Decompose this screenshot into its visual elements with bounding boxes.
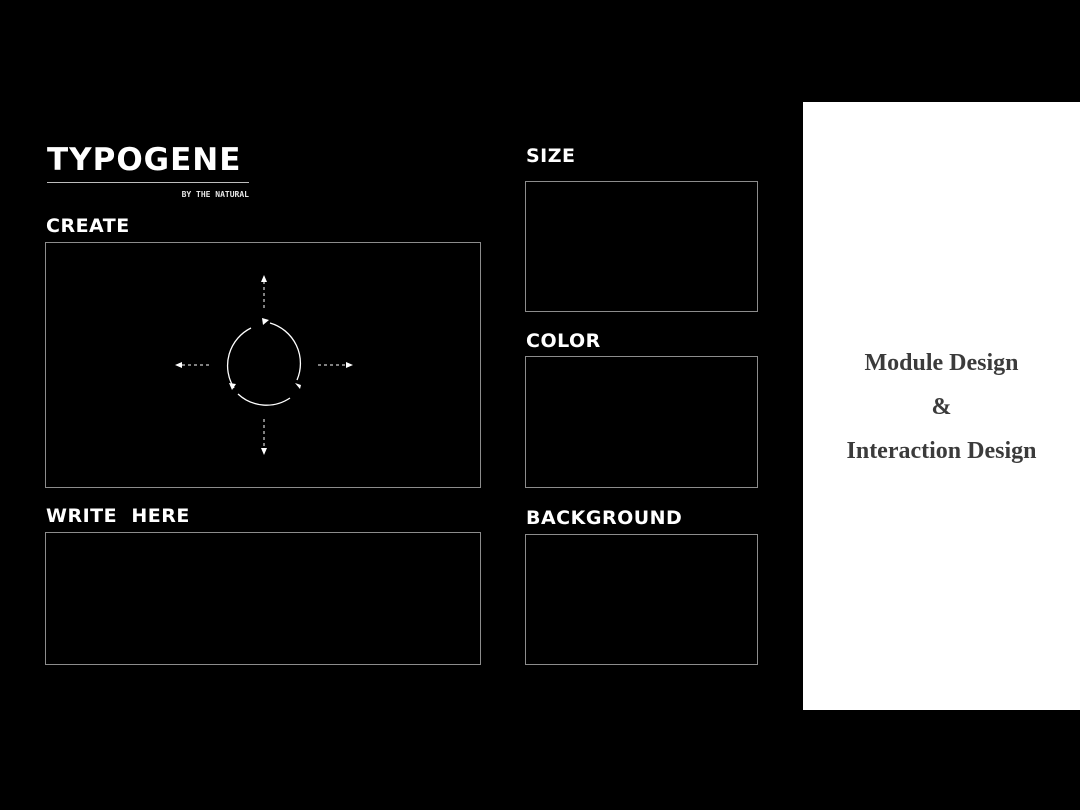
rotate-arc-right [269,322,302,381]
promo-line-module-design: Module Design [864,350,1019,376]
create-label: CREATE [46,215,130,237]
transform-control-icon[interactable] [46,243,480,487]
arrow-right-icon[interactable] [318,362,353,368]
size-label: SIZE [526,145,576,167]
arc-arrowhead-left [229,383,236,390]
promo-line-interaction-design: Interaction Design [846,438,1037,464]
size-panel[interactable] [525,181,758,312]
background-label: BACKGROUND [526,507,683,529]
rotate-arc-left [226,327,252,389]
rotate-arc-bottom [237,393,291,406]
create-canvas[interactable] [45,242,481,488]
arrow-down-icon[interactable] [261,419,267,455]
logo-title: TYPOGENE [47,142,242,178]
logo-divider [47,182,249,183]
write-here-input[interactable] [45,532,481,665]
promo-line-ampersand: & [931,394,952,420]
background-panel[interactable] [525,534,758,665]
app-logo: TYPOGENE BY THE NATURAL [47,140,249,199]
write-here-label: WRITE HERE [46,505,190,527]
color-panel[interactable] [525,356,758,488]
promo-panel: Module Design & Interaction Design [803,102,1080,710]
color-label: COLOR [526,330,601,352]
arc-arrowhead-top [262,318,269,325]
logo-subtitle: BY THE NATURAL [181,190,249,199]
arc-arrowhead-right [295,383,301,389]
arrow-left-icon[interactable] [175,362,210,368]
arrow-up-icon[interactable] [261,275,267,311]
